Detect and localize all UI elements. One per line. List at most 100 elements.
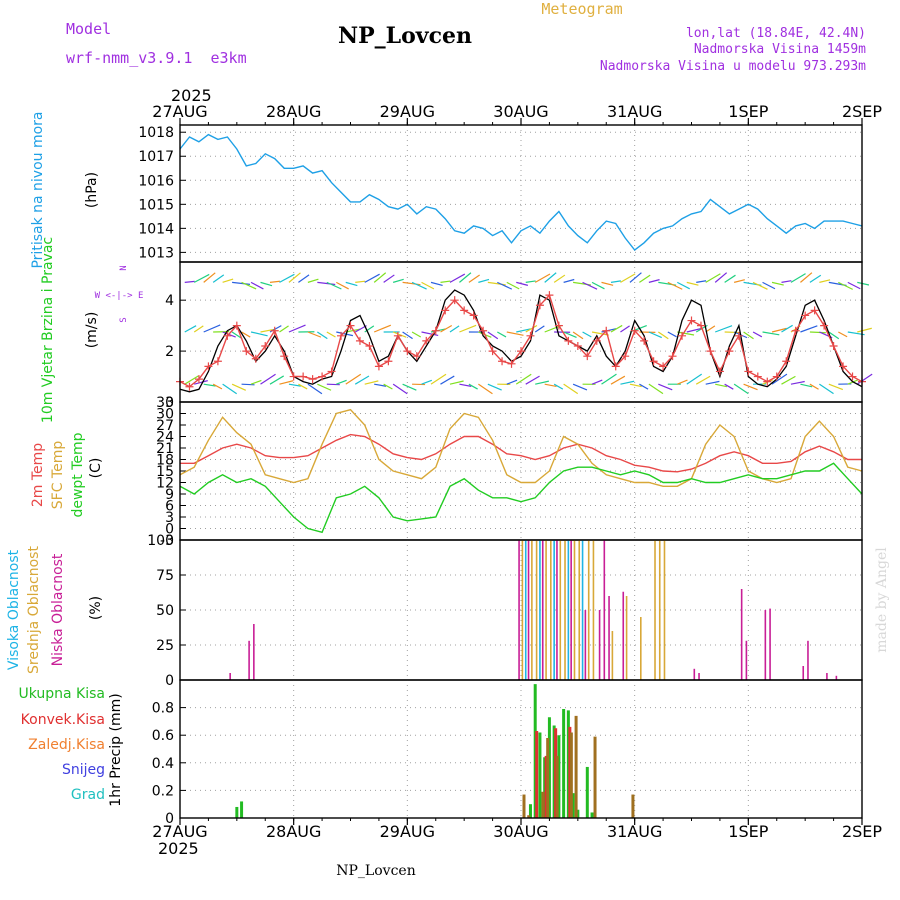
gust-marker: [706, 347, 715, 356]
gust-marker: [640, 336, 649, 345]
wind-arrow: [232, 281, 251, 285]
product-title: Meteogram: [541, 0, 622, 18]
wind-arrow: [440, 325, 453, 333]
wind-arrow: [459, 324, 477, 333]
gust-marker: [280, 352, 289, 361]
gust-marker: [498, 357, 507, 366]
wind-arrow: [677, 281, 690, 290]
gust-marker: [810, 306, 819, 315]
x-tick-label-bottom: 2SEP: [842, 822, 882, 841]
temp-ylabel: (C): [88, 458, 104, 479]
wind-arrow: [544, 272, 557, 283]
wind-arrow: [525, 324, 538, 333]
prec-label-grad: Grad: [71, 787, 105, 803]
wind-arrow: [345, 373, 362, 385]
wind-arrow: [326, 331, 336, 338]
wind-arrow: [392, 331, 407, 338]
gust-marker: [422, 336, 431, 345]
gust-marker: [734, 331, 743, 340]
wind-arrow: [800, 383, 813, 388]
wind-arrow: [658, 331, 669, 340]
gust-marker: [460, 306, 469, 315]
wind-arrow: [525, 280, 536, 283]
wind-arrow: [743, 331, 754, 340]
wind-arrow: [705, 273, 721, 283]
gust-marker: [213, 357, 222, 366]
series-line-dewpt-temp: [179, 462, 863, 534]
gust-marker: [450, 296, 459, 305]
model-altitude: Nadmorska Visina u modelu 973.293m: [600, 59, 866, 74]
wind-arrow: [857, 281, 870, 286]
wind-ylabel: (m/s): [84, 312, 100, 349]
wind-arrow: [582, 281, 598, 290]
wind-compass-south: S: [119, 317, 129, 322]
gust-marker: [355, 336, 364, 345]
gust-marker: [687, 316, 696, 325]
gust-marker: [337, 331, 346, 340]
wind-arrow: [516, 281, 529, 286]
gust-marker: [318, 372, 327, 381]
gust-marker: [791, 326, 800, 335]
gust-marker: [365, 342, 374, 350]
wind-arrow: [648, 331, 662, 339]
wind-arrow: [260, 328, 276, 333]
y-tick-label: 1017: [138, 149, 174, 165]
gust-marker: [545, 291, 554, 300]
cloud-label-high: Visoka Oblacnost: [6, 549, 22, 670]
wind-arrow: [468, 383, 478, 390]
x-tick-label-bottom: 29AUG: [380, 822, 435, 841]
wind-arrow: [686, 327, 702, 333]
wind-arrow: [733, 383, 749, 395]
wind-arrow: [714, 272, 728, 283]
gust-marker: [488, 347, 497, 356]
wind-arrow: [487, 331, 499, 340]
wind-arrow: [402, 383, 417, 391]
wind-arrow: [212, 383, 223, 390]
wind-arrow: [241, 281, 257, 290]
wind-arrow: [184, 280, 195, 283]
wind-arrow: [762, 281, 776, 290]
x-tick-label-bottom: 28AUG: [266, 822, 321, 841]
wind-arrow: [288, 324, 306, 333]
wind-arrow: [724, 274, 736, 283]
wind-arrow: [572, 331, 584, 340]
wind-arrow: [430, 373, 447, 385]
wind-arrow: [222, 278, 234, 283]
year-bottom: 2025: [158, 839, 199, 858]
y-tick-label: 9: [165, 487, 174, 503]
altitude: Nadmorska Visina 1459m: [694, 42, 866, 57]
wind-arrow: [582, 331, 592, 338]
y-tick-label: 0.6: [152, 728, 174, 744]
wind-arrow: [260, 373, 276, 385]
wind-arrow: [374, 383, 387, 387]
y-tick-label: 3: [165, 510, 174, 526]
y-tick-label: 1014: [138, 221, 174, 237]
wind-arrow: [724, 383, 734, 390]
lonlat: lon,lat (18.84E, 42.4N): [686, 26, 866, 41]
series-line-pritisak: [179, 133, 863, 251]
wind-arrow: [620, 273, 636, 283]
gust-marker: [507, 359, 516, 368]
gust-marker: [299, 372, 308, 381]
prec-label-conv: Konvek.Kisa: [21, 712, 105, 728]
gust-marker: [270, 326, 279, 335]
wind-arrow: [250, 281, 264, 290]
prec-label-total: Ukupna Kisa: [18, 686, 105, 702]
wind-arrow: [307, 383, 323, 395]
gust-marker: [327, 367, 336, 376]
wind-arrow: [790, 273, 806, 283]
cloud-ylabel: (%): [88, 596, 104, 620]
wind-arrow: [553, 274, 566, 283]
x-tick-label-top: 28AUG: [266, 102, 321, 121]
x-tick-label-bottom: 30AUG: [493, 822, 548, 841]
gust-marker: [649, 357, 658, 366]
wind-arrow: [705, 325, 716, 333]
gust-marker: [308, 375, 317, 384]
wind-arrow: [307, 331, 322, 338]
y-tick-label: 0: [165, 673, 174, 689]
gust-marker: [346, 321, 355, 330]
wind-arrow: [781, 324, 793, 333]
gust-marker: [592, 336, 601, 345]
wind-arrow: [459, 383, 472, 387]
gust-marker: [602, 326, 611, 335]
